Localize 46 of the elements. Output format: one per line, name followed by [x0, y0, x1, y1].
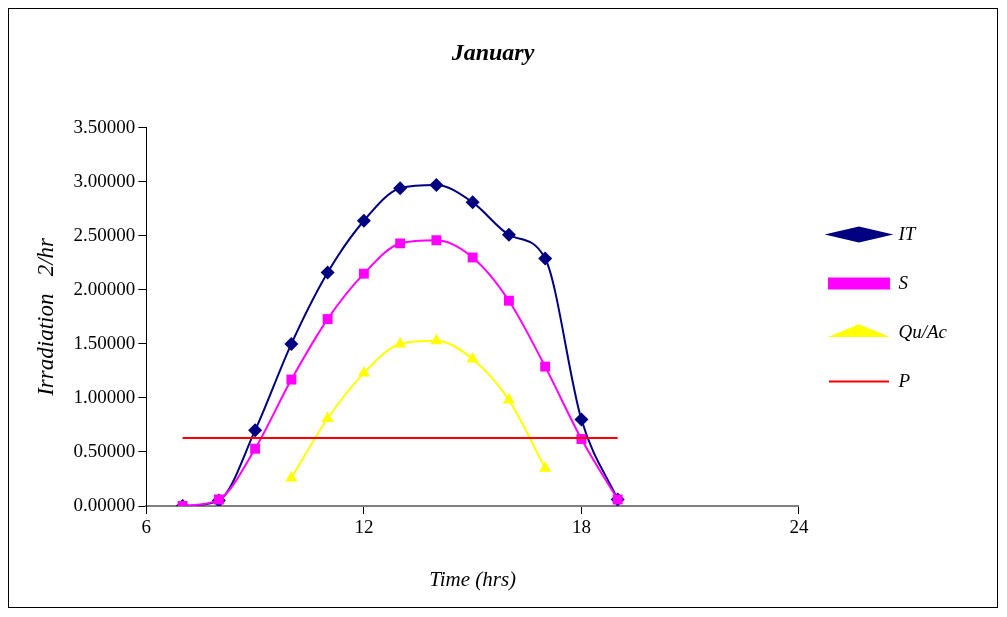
x-tick-label: 24 — [789, 516, 809, 538]
y-tick-label: 1.50000 — [73, 331, 136, 353]
legend-label: S — [898, 271, 909, 293]
point — [429, 178, 444, 193]
y-tick-label: 1.00000 — [73, 385, 136, 407]
point — [394, 336, 407, 348]
point — [501, 227, 516, 242]
point — [430, 333, 443, 345]
y-tick-label: 3.50000 — [73, 115, 136, 137]
point — [538, 251, 553, 266]
point — [467, 252, 478, 263]
legend-label: IT — [897, 222, 917, 244]
y-tick-label: 3.00000 — [73, 169, 136, 191]
point — [248, 423, 263, 438]
point — [540, 361, 551, 372]
y-axis-title: Irradiation 2/hr — [32, 236, 58, 397]
point — [250, 443, 261, 454]
x-tick-label: 12 — [354, 516, 374, 538]
y-tick-label: 2.50000 — [73, 223, 136, 245]
point — [465, 195, 480, 210]
point — [502, 393, 515, 404]
y-tick-label: 0.50000 — [73, 439, 136, 461]
legend-label: Qu/Ac — [898, 320, 948, 342]
point — [284, 336, 299, 351]
x-axis-title: Time (hrs) — [429, 566, 517, 591]
x-tick-label: 18 — [571, 516, 591, 538]
x-tick-label: 6 — [141, 516, 152, 538]
point — [395, 238, 406, 249]
point — [393, 181, 408, 196]
point — [285, 470, 298, 482]
point — [357, 366, 370, 377]
point — [503, 295, 514, 306]
legend-label: P — [897, 369, 911, 391]
point — [286, 374, 297, 385]
point — [356, 213, 371, 228]
point — [539, 461, 552, 472]
point — [320, 265, 335, 280]
point — [466, 352, 479, 363]
chart-title: January — [450, 38, 535, 65]
point — [574, 412, 589, 427]
point — [431, 235, 442, 246]
y-tick-label: 0.00000 — [73, 493, 136, 515]
point — [358, 268, 369, 279]
y-tick-label: 2.00000 — [73, 277, 136, 299]
point — [321, 411, 334, 422]
point — [322, 314, 333, 325]
